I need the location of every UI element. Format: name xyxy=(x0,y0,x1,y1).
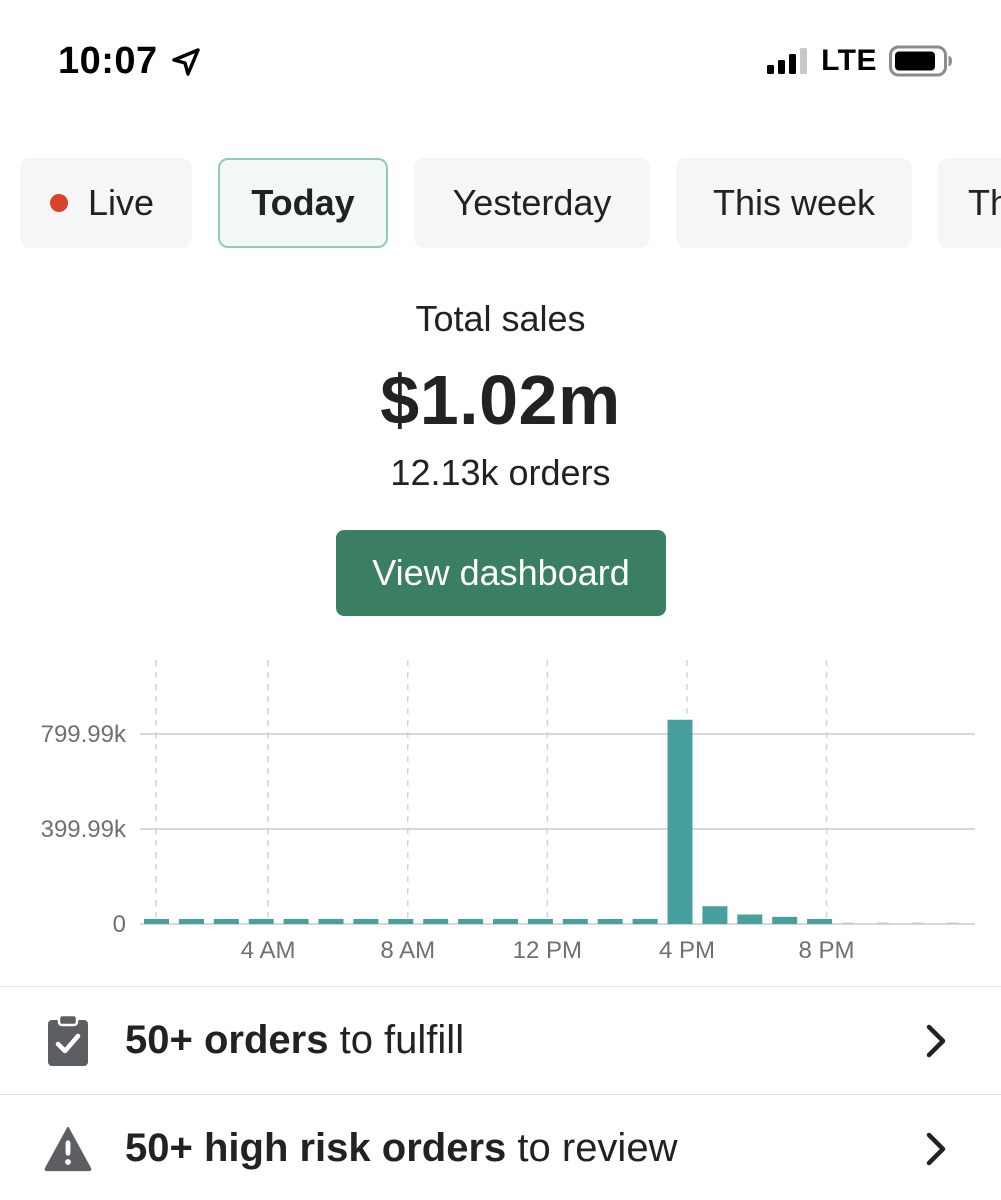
chart-bar xyxy=(353,919,379,924)
tab-today-label: Today xyxy=(251,182,355,223)
chart-y-tick-label: 0 xyxy=(113,911,126,938)
chart-bar xyxy=(458,919,484,924)
status-bar: 10:07 LTE xyxy=(0,0,1001,120)
chart-bar xyxy=(702,906,728,924)
chart-x-tick-label: 4 PM xyxy=(659,937,715,964)
task-fulfill-rest: to fulfill xyxy=(328,1018,465,1062)
chart-bar xyxy=(144,919,169,924)
chart-x-tick-label: 12 PM xyxy=(513,937,582,964)
chart-bar xyxy=(248,919,274,924)
chart-bar xyxy=(597,919,623,924)
total-sales-label: Total sales xyxy=(415,298,586,339)
chart-bar xyxy=(493,919,518,924)
task-high-risk-bold: 50+ high risk orders xyxy=(125,1126,507,1170)
chart-bar xyxy=(807,919,833,924)
tab-this-week[interactable]: This week xyxy=(676,158,912,248)
total-sales-value: $1.02m xyxy=(380,361,621,439)
orders-count: 12.13k orders xyxy=(390,452,611,493)
chart-y-tick-label: 799.99k xyxy=(41,721,127,748)
task-fulfill-text: 50+ orders to fulfill xyxy=(125,1018,464,1063)
task-fulfill-bold: 50+ orders xyxy=(125,1018,329,1062)
chart-bar xyxy=(388,919,414,924)
task-high-risk-text: 50+ high risk orders to review xyxy=(125,1126,677,1171)
chart-bar xyxy=(667,719,693,924)
chart-bar-empty xyxy=(876,922,889,924)
chart-bar xyxy=(527,919,553,924)
chart-bar-empty xyxy=(946,922,959,924)
chart-bar xyxy=(178,919,204,924)
period-tabs: Live Today Yesterday This week Th xyxy=(20,158,1001,250)
sales-chart: 799.99k 399.99k 0 4 AM 8 AM 12 PM 4 PM 8 PM xyxy=(0,650,1001,980)
tab-partial[interactable]: Th xyxy=(938,158,1001,248)
location-arrow-icon xyxy=(172,47,200,76)
chart-bar-empty xyxy=(842,922,854,924)
chart-bar xyxy=(283,919,309,924)
chart-bar xyxy=(318,919,344,924)
tab-yesterday[interactable]: Yesterday xyxy=(414,158,650,248)
chart-bar-empty xyxy=(911,922,924,924)
chart-x-tick-label: 8 PM xyxy=(799,937,855,964)
chart-y-tick-label: 399.99k xyxy=(41,816,127,843)
chart-x-tick-label: 8 AM xyxy=(380,937,435,964)
live-dot-icon xyxy=(50,194,68,212)
battery-icon xyxy=(889,45,952,77)
chart-x-tick-label: 4 AM xyxy=(241,937,296,964)
chart-bar xyxy=(737,914,763,924)
cellular-signal-icon xyxy=(767,48,808,74)
status-time-group: 10:07 xyxy=(58,40,202,83)
chevron-right-icon xyxy=(926,1132,946,1165)
tab-today[interactable]: Today xyxy=(218,158,388,248)
task-row-high-risk[interactable]: 50+ high risk orders to review xyxy=(0,1094,1001,1200)
tab-live[interactable]: Live xyxy=(20,158,192,248)
task-high-risk-rest: to review xyxy=(506,1126,678,1170)
tab-yesterday-label: Yesterday xyxy=(452,182,612,223)
chart-bar xyxy=(213,919,239,924)
tab-this-week-label: This week xyxy=(712,182,876,223)
view-dashboard-button[interactable]: View dashboard xyxy=(336,530,666,616)
chart-bar xyxy=(632,919,658,924)
clipboard-check-icon xyxy=(44,1013,92,1069)
chart-bar xyxy=(562,919,588,924)
status-indicators: LTE xyxy=(767,44,953,78)
status-time: 10:07 xyxy=(58,40,158,82)
chart-bar xyxy=(423,919,449,924)
chart-bar xyxy=(772,916,798,924)
warning-triangle-icon xyxy=(44,1121,92,1177)
chevron-right-icon xyxy=(926,1024,946,1057)
sales-bar-chart: 799.99k 399.99k 0 4 AM 8 AM 12 PM 4 PM 8 PM xyxy=(41,660,975,964)
task-row-fulfill[interactable]: 50+ orders to fulfill xyxy=(0,986,1001,1094)
tab-partial-label: Th xyxy=(968,182,1001,223)
network-type: LTE xyxy=(821,44,877,77)
tab-live-label: Live xyxy=(88,182,155,223)
